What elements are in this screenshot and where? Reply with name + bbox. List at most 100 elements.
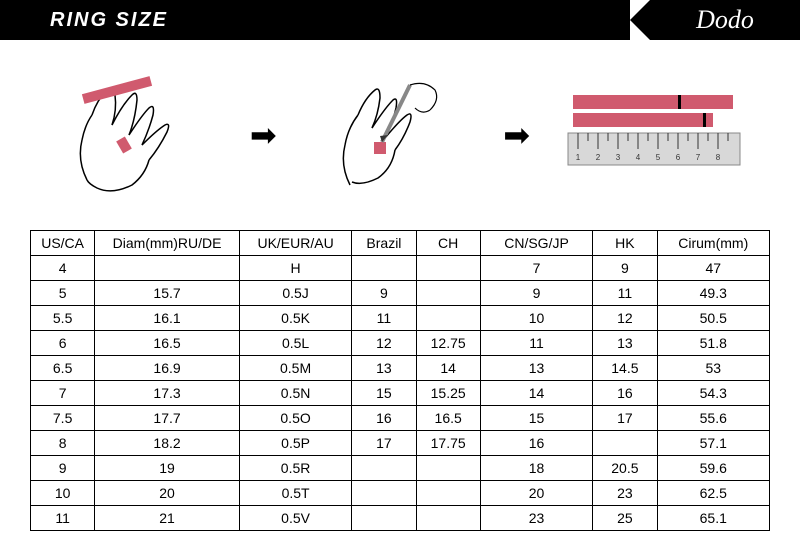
column-header: CN/SG/JP [480, 231, 592, 256]
table-cell: 18.2 [95, 431, 240, 456]
table-cell: 4 [31, 256, 95, 281]
table-cell: 59.6 [657, 456, 770, 481]
table-cell: 16 [352, 406, 416, 431]
table-cell [416, 456, 480, 481]
table-cell: 20 [95, 481, 240, 506]
table-cell: 17.75 [416, 431, 480, 456]
table-cell: 55.6 [657, 406, 770, 431]
table-cell: 17.3 [95, 381, 240, 406]
svg-text:3: 3 [616, 153, 621, 162]
table-cell: 25 [593, 506, 657, 531]
table-cell: 7.5 [31, 406, 95, 431]
table-row: 717.30.5N1515.25141654.3 [31, 381, 770, 406]
table-cell [416, 481, 480, 506]
table-cell: 51.8 [657, 331, 770, 356]
table-cell [352, 481, 416, 506]
table-cell: 0.5J [239, 281, 351, 306]
table-row: 9190.5R1820.559.6 [31, 456, 770, 481]
table-cell: 62.5 [657, 481, 770, 506]
table-cell: 6.5 [31, 356, 95, 381]
ring-size-table: US/CADiam(mm)RU/DEUK/EUR/AUBrazilCHCN/SG… [30, 230, 770, 531]
table-cell: 15 [352, 381, 416, 406]
table-cell: 15.7 [95, 281, 240, 306]
table-cell [352, 256, 416, 281]
table-cell: 14 [480, 381, 592, 406]
table-cell: 17 [593, 406, 657, 431]
table-cell: 5 [31, 281, 95, 306]
table-cell: 10 [31, 481, 95, 506]
table-row: 6.516.90.5M13141314.553 [31, 356, 770, 381]
table-cell: 12 [352, 331, 416, 356]
table-cell: 8 [31, 431, 95, 456]
table-row: 4H7947 [31, 256, 770, 281]
column-header: CH [416, 231, 480, 256]
table-cell: 12.75 [416, 331, 480, 356]
page-header: RING SIZE Dodo [0, 0, 800, 40]
table-row: 7.517.70.5O1616.5151755.6 [31, 406, 770, 431]
table-cell: 19 [95, 456, 240, 481]
table-cell: 16.5 [95, 331, 240, 356]
arrow-icon: ➡ [250, 116, 277, 154]
step-3-measure-ruler: 123 456 78 [563, 85, 743, 185]
table-cell: 9 [31, 456, 95, 481]
table-cell: 49.3 [657, 281, 770, 306]
table-cell [352, 506, 416, 531]
table-cell: 16.5 [416, 406, 480, 431]
svg-text:2: 2 [596, 153, 601, 162]
table-cell: 65.1 [657, 506, 770, 531]
table-cell: 13 [480, 356, 592, 381]
table-cell: 11 [480, 331, 592, 356]
table-body: 4H7947515.70.5J991149.35.516.10.5K111012… [31, 256, 770, 531]
table-row: 818.20.5P1717.751657.1 [31, 431, 770, 456]
table-cell: 23 [593, 481, 657, 506]
table-row: 10200.5T202362.5 [31, 481, 770, 506]
table-cell: 0.5T [239, 481, 351, 506]
table-cell: 11 [593, 281, 657, 306]
table-cell: 14.5 [593, 356, 657, 381]
table-cell: 9 [480, 281, 592, 306]
svg-text:6: 6 [676, 153, 681, 162]
svg-text:1: 1 [576, 153, 581, 162]
table-cell: 7 [480, 256, 592, 281]
table-cell: 13 [352, 356, 416, 381]
table-cell: 0.5L [239, 331, 351, 356]
table-cell: 50.5 [657, 306, 770, 331]
table-row: 11210.5V232565.1 [31, 506, 770, 531]
table-cell: 7 [31, 381, 95, 406]
table-cell: 16.9 [95, 356, 240, 381]
table-cell: 0.5O [239, 406, 351, 431]
table-cell: 17.7 [95, 406, 240, 431]
table-cell: 11 [31, 506, 95, 531]
table-cell: H [239, 256, 351, 281]
table-cell: 21 [95, 506, 240, 531]
table-cell: 20.5 [593, 456, 657, 481]
table-cell: 0.5P [239, 431, 351, 456]
table-cell: 9 [593, 256, 657, 281]
table-cell: 0.5K [239, 306, 351, 331]
ruler-illustration: 123 456 78 [563, 85, 743, 185]
svg-text:5: 5 [656, 153, 661, 162]
table-cell: 53 [657, 356, 770, 381]
table-cell: 54.3 [657, 381, 770, 406]
table-cell [416, 506, 480, 531]
size-table-container: US/CADiam(mm)RU/DEUK/EUR/AUBrazilCHCN/SG… [0, 230, 800, 551]
table-cell: 6 [31, 331, 95, 356]
table-cell [416, 281, 480, 306]
hand-illustration-2 [310, 70, 470, 200]
table-cell: 10 [480, 306, 592, 331]
step-2-mark-strip [310, 70, 470, 200]
table-cell: 13 [593, 331, 657, 356]
table-cell: 14 [416, 356, 480, 381]
brand-logo: Dodo [650, 0, 800, 40]
table-cell [416, 256, 480, 281]
table-cell: 57.1 [657, 431, 770, 456]
table-cell [416, 306, 480, 331]
column-header: Diam(mm)RU/DE [95, 231, 240, 256]
table-cell: 18 [480, 456, 592, 481]
table-cell: 16 [593, 381, 657, 406]
table-cell: 16 [480, 431, 592, 456]
step-1-hand-with-strip [57, 70, 217, 200]
table-cell [95, 256, 240, 281]
table-cell: 16.1 [95, 306, 240, 331]
table-row: 515.70.5J991149.3 [31, 281, 770, 306]
